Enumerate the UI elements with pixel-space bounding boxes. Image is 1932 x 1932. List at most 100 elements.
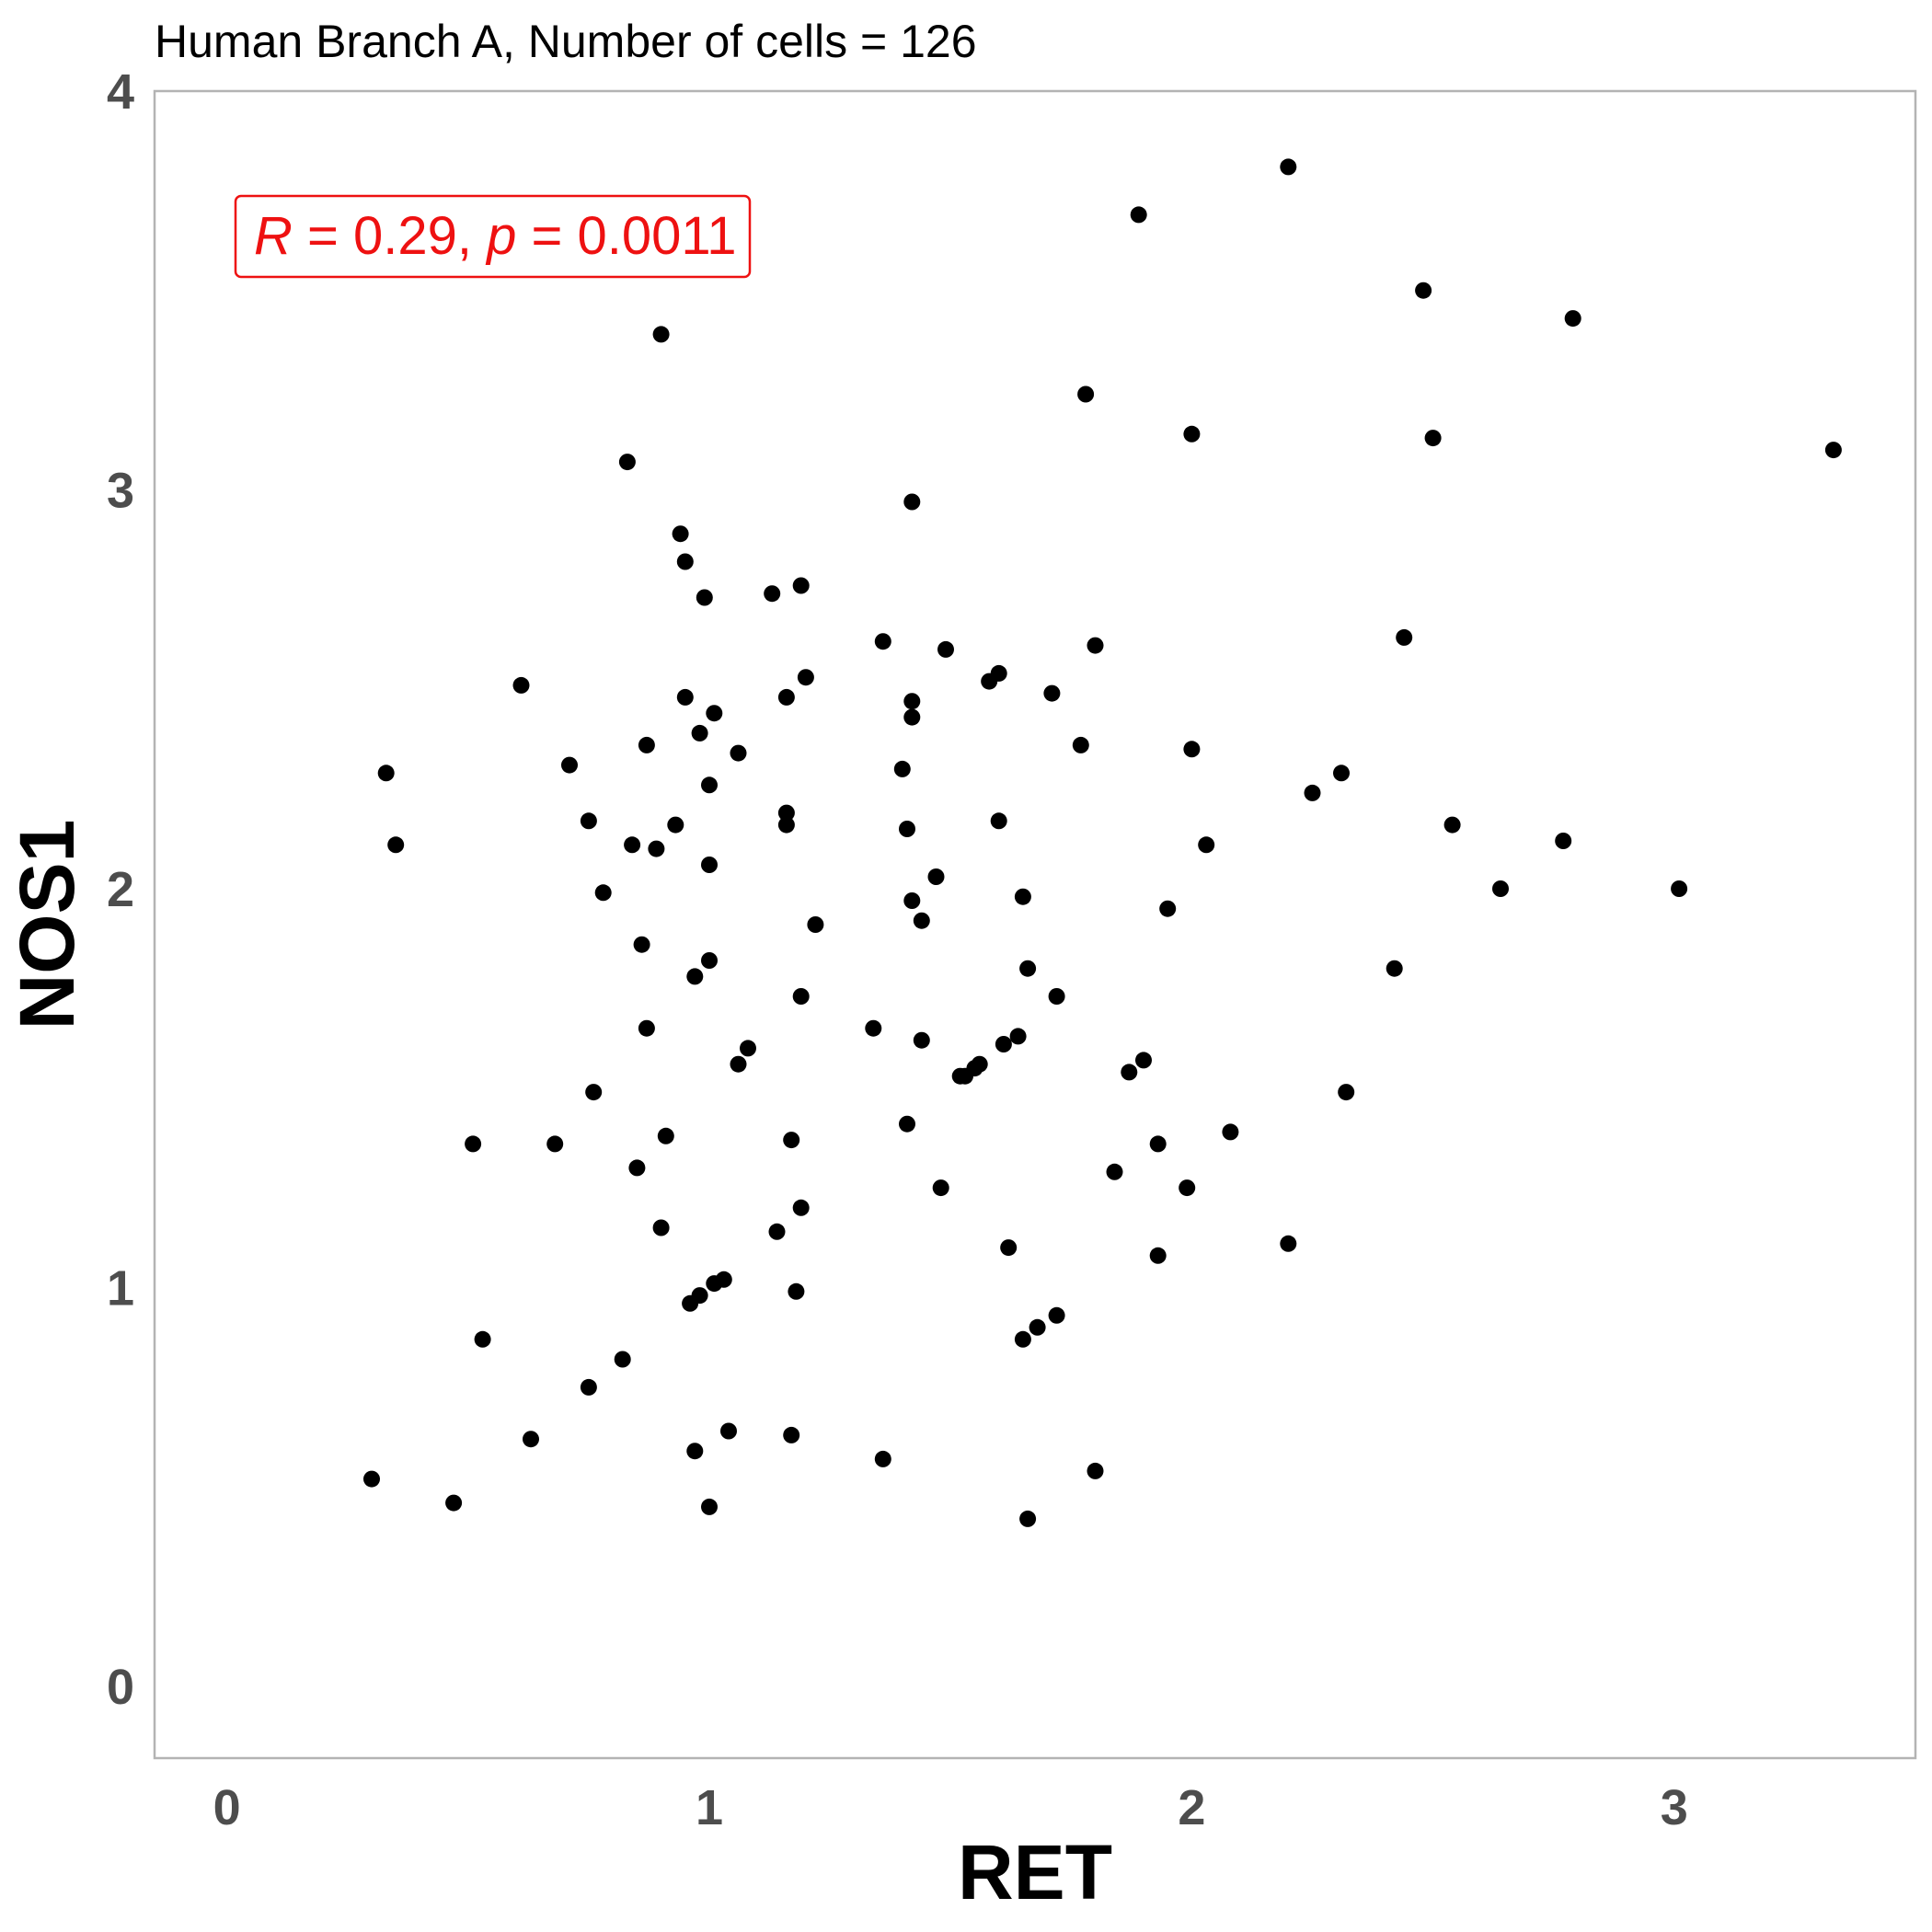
data-point — [981, 673, 998, 690]
data-point — [995, 1036, 1012, 1052]
p-value: = 0.0011 — [516, 206, 736, 266]
data-point — [792, 577, 810, 594]
data-point — [1424, 430, 1442, 447]
data-point — [1121, 1064, 1138, 1081]
data-point — [676, 553, 694, 570]
y-tick-label: 0 — [107, 1660, 134, 1715]
x-tick-label: 0 — [213, 1780, 241, 1835]
data-point — [797, 669, 814, 686]
data-point — [874, 633, 891, 650]
data-point — [777, 804, 795, 822]
data-point — [937, 640, 954, 658]
data-point — [585, 1084, 603, 1101]
data-point — [1077, 385, 1095, 403]
data-point — [686, 968, 704, 985]
data-point — [1280, 1235, 1297, 1252]
data-point — [927, 868, 945, 885]
data-point — [1087, 637, 1104, 654]
data-point — [691, 724, 708, 742]
data-point — [777, 688, 795, 706]
x-axis-label: RET — [958, 1829, 1112, 1915]
plot-panel-border — [153, 89, 1917, 1760]
data-point — [706, 705, 723, 722]
y-tick-label: 2 — [107, 862, 134, 917]
data-point — [580, 1378, 597, 1396]
data-point — [1149, 1247, 1167, 1264]
data-point — [783, 1132, 800, 1149]
data-point — [1019, 960, 1037, 977]
data-point — [768, 1223, 786, 1240]
x-tick-label: 1 — [696, 1780, 723, 1835]
data-point — [730, 744, 747, 762]
data-point — [682, 1294, 699, 1312]
data-point — [614, 1351, 631, 1368]
correlation-annotation: R = 0.29, p = 0.0011 — [234, 194, 752, 279]
data-point — [990, 812, 1007, 830]
data-point — [1198, 836, 1215, 854]
data-point — [764, 585, 781, 603]
data-point — [1824, 442, 1842, 459]
data-point — [445, 1494, 463, 1512]
data-point — [672, 525, 689, 543]
data-point — [1009, 1028, 1027, 1045]
data-point — [777, 816, 795, 834]
data-point — [638, 736, 655, 753]
data-point — [667, 816, 684, 834]
data-point — [1183, 425, 1201, 443]
data-point — [652, 1219, 670, 1236]
data-point — [706, 1275, 723, 1293]
data-point — [1149, 1135, 1167, 1153]
data-point — [913, 1031, 930, 1049]
data-point — [951, 1067, 969, 1085]
data-point — [1029, 1318, 1046, 1336]
data-point — [1555, 833, 1572, 849]
y-tick-label: 4 — [107, 64, 134, 120]
data-point — [618, 454, 636, 471]
data-point — [807, 916, 824, 933]
data-point — [652, 326, 670, 343]
data-point — [657, 1127, 674, 1144]
data-point — [701, 857, 718, 873]
data-point — [1179, 1179, 1196, 1197]
data-point — [594, 884, 612, 902]
data-point — [676, 688, 694, 706]
data-point — [792, 988, 810, 1005]
data-point — [648, 840, 665, 857]
data-point — [1106, 1163, 1123, 1180]
data-point — [903, 708, 921, 726]
data-point — [1415, 282, 1432, 299]
data-point — [523, 1431, 539, 1448]
data-point — [1087, 1462, 1104, 1479]
data-point — [720, 1422, 737, 1440]
data-point — [633, 936, 650, 953]
data-point — [899, 1115, 915, 1133]
data-point — [1443, 816, 1461, 834]
data-point — [1072, 736, 1089, 753]
data-point — [1183, 741, 1201, 758]
r-value: = 0.29, — [293, 206, 487, 266]
data-point — [1135, 1052, 1152, 1069]
data-point — [580, 812, 597, 830]
data-point — [740, 1040, 756, 1057]
data-point — [788, 1282, 805, 1300]
y-tick-label: 1 — [107, 1261, 134, 1317]
data-point — [903, 892, 921, 909]
data-point — [1564, 310, 1581, 328]
x-axis-ticks: 0 1 2 3 — [213, 1780, 1688, 1835]
data-point — [377, 765, 395, 782]
data-point — [363, 1470, 380, 1488]
data-point — [1671, 880, 1688, 897]
data-point — [913, 912, 930, 929]
data-point — [701, 952, 718, 969]
data-point — [1043, 684, 1061, 702]
data-point — [628, 1159, 646, 1177]
data-point — [1130, 206, 1147, 224]
data-point — [474, 1330, 491, 1348]
data-point — [561, 756, 578, 774]
data-point — [1386, 960, 1403, 977]
chart-title: Human Branch A, Number of cells = 126 — [155, 16, 977, 67]
x-tick-label: 3 — [1661, 1780, 1688, 1835]
data-point — [512, 676, 530, 694]
data-point — [792, 1199, 810, 1216]
